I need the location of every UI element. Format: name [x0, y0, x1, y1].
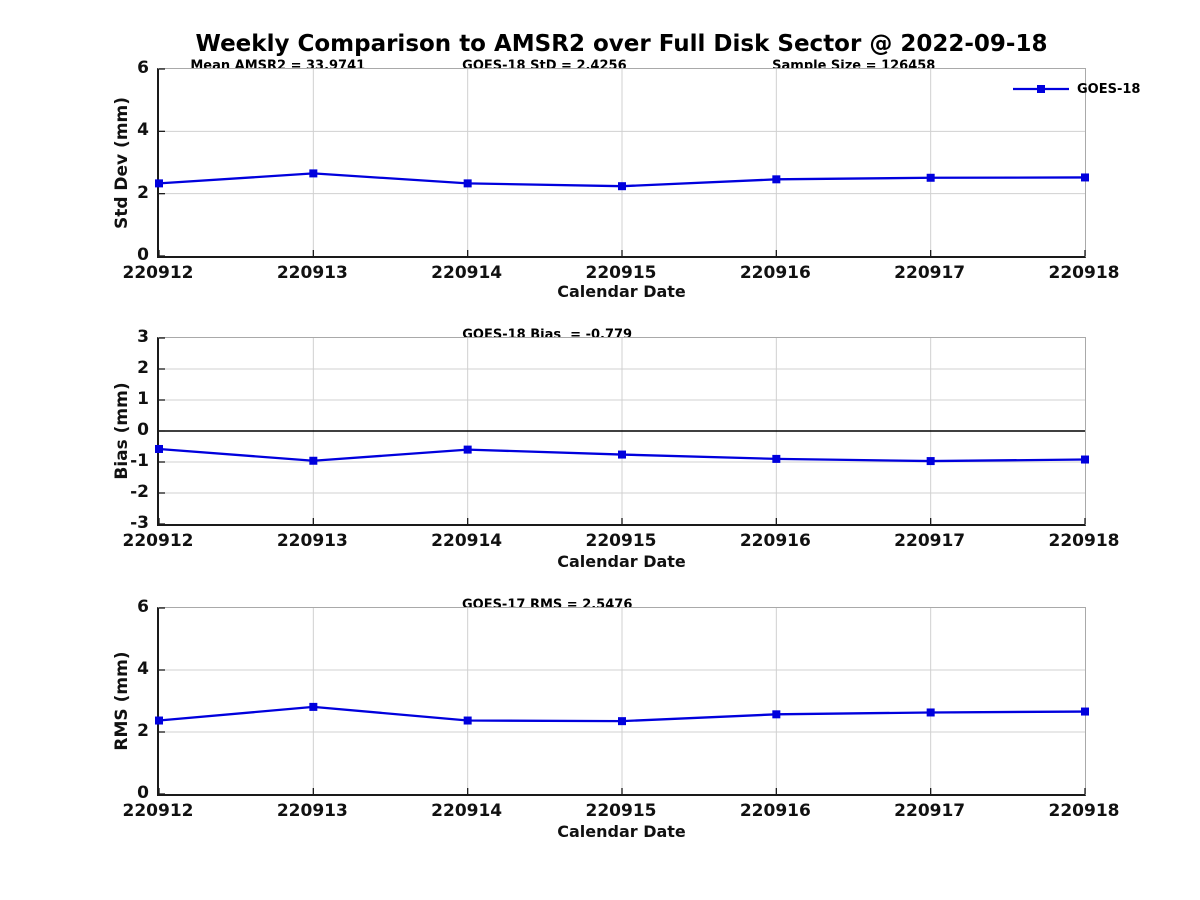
legend-label: GOES-18	[1077, 81, 1141, 97]
x-tick-label: 220912	[122, 263, 194, 283]
y-tick-label: -1	[130, 451, 149, 471]
x-tick-label: 220918	[1048, 801, 1120, 821]
data-point-marker	[309, 702, 318, 711]
legend-square-marker-icon	[1037, 85, 1045, 93]
x-tick-label: 220916	[739, 801, 811, 821]
data-point-marker	[772, 175, 781, 184]
y-tick-label: 6	[137, 58, 149, 78]
x-tick-label: 220918	[1048, 531, 1120, 551]
y-axis-label: RMS (mm)	[112, 651, 132, 751]
y-tick-label: 6	[137, 597, 149, 617]
y-tick-label: 0	[137, 783, 149, 803]
annotation-goes18-bias: GOES-18 Bias = -0.779	[462, 327, 633, 343]
x-axis-label: Calendar Date	[557, 282, 686, 301]
data-point-marker	[463, 716, 472, 725]
y-tick-label: 3	[137, 327, 149, 347]
x-tick-label: 220912	[122, 531, 194, 551]
data-point-marker	[309, 456, 318, 465]
data-point-marker	[926, 173, 935, 182]
x-tick-label: 220913	[276, 531, 348, 551]
y-tick-label: 2	[137, 721, 149, 741]
y-tick-label: -3	[130, 513, 149, 533]
data-point-marker	[618, 717, 626, 726]
x-tick-label: 220917	[894, 263, 966, 283]
y-axis-label: Std Dev (mm)	[112, 96, 132, 230]
y-tick-label: 0	[137, 420, 149, 440]
y-tick-label: 4	[137, 120, 149, 141]
legend: GOES-18	[1012, 80, 1140, 98]
data-line	[158, 705, 1086, 723]
chart-canvas	[155, 337, 1089, 525]
data-point-marker	[926, 457, 935, 466]
stddev-plot-area	[155, 68, 1089, 258]
x-tick-label: 220915	[585, 801, 657, 821]
x-tick-label: 220916	[739, 263, 811, 283]
y-tick-label: 2	[137, 182, 149, 203]
x-tick-label: 220914	[431, 531, 503, 551]
chart-canvas	[155, 607, 1089, 795]
chart-canvas	[155, 68, 1089, 257]
figure-title: Weekly Comparison to AMSR2 over Full Dis…	[195, 31, 1048, 57]
x-tick-label: 220918	[1048, 263, 1120, 283]
annotation-goes18-std: GOES-18 StD = 2.4256	[462, 58, 627, 74]
data-point-marker	[463, 179, 472, 188]
annotation-mean-amsr2: Mean AMSR2 = 33.9741	[190, 58, 366, 74]
data-point-marker	[309, 169, 318, 178]
annotation-sample-size: Sample Size = 126458	[772, 58, 936, 74]
data-line	[158, 172, 1086, 188]
data-point-marker	[155, 444, 163, 453]
bias-plot-area	[155, 337, 1089, 526]
data-point-marker	[772, 454, 781, 463]
x-tick-label: 220917	[894, 801, 966, 821]
data-point-marker	[618, 182, 626, 191]
data-point-marker	[1081, 173, 1089, 182]
y-tick-label: -2	[130, 482, 149, 502]
x-tick-label: 220912	[122, 801, 194, 821]
x-tick-label: 220916	[739, 531, 811, 551]
data-point-marker	[618, 450, 626, 459]
data-point-marker	[926, 708, 935, 717]
rms-plot-area	[155, 607, 1089, 796]
x-axis-label: Calendar Date	[557, 822, 686, 841]
data-point-marker	[1081, 455, 1089, 464]
x-tick-label: 220917	[894, 531, 966, 551]
x-tick-label: 220913	[276, 801, 348, 821]
x-tick-label: 220914	[431, 263, 503, 283]
x-tick-label: 220914	[431, 801, 503, 821]
annotation-goes17-rms: GOES-17 RMS = 2.5476	[461, 597, 633, 613]
data-point-marker	[463, 445, 472, 454]
data-point-marker	[155, 179, 163, 188]
data-point-marker	[155, 716, 163, 725]
y-tick-label: 0	[137, 245, 149, 265]
x-tick-label: 220915	[585, 531, 657, 551]
y-tick-label: 1	[137, 389, 149, 409]
data-line	[158, 447, 1086, 463]
x-axis-label: Calendar Date	[557, 552, 686, 571]
x-tick-label: 220915	[585, 263, 657, 283]
y-tick-label: 2	[137, 358, 149, 378]
data-point-marker	[772, 710, 781, 719]
x-tick-label: 220913	[276, 263, 348, 283]
legend-line-sample	[1013, 85, 1069, 93]
y-tick-label: 4	[137, 659, 149, 679]
data-point-marker	[1081, 707, 1089, 716]
